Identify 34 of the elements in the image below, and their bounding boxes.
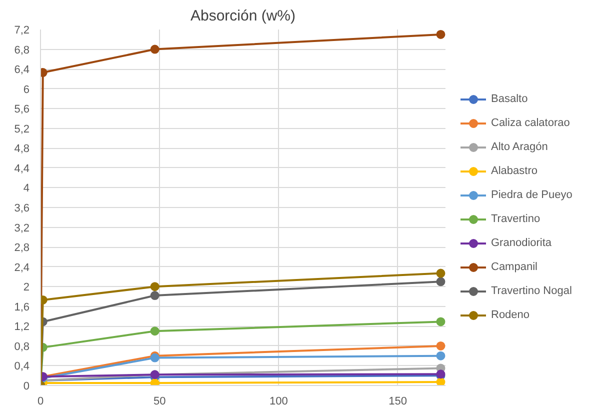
y-tick-label: 0,8: [14, 340, 30, 353]
y-tick-label: 2,4: [14, 262, 30, 274]
y-tick-label: 5,6: [14, 104, 30, 116]
y-tick-label: 6: [23, 84, 30, 96]
y-tick-label: 0: [23, 380, 30, 392]
legend-label: Travertino: [491, 213, 540, 225]
y-tick-label: 3,6: [14, 202, 30, 214]
y-tick-label: 4,4: [14, 162, 30, 175]
legend-label: Piedra de Pueyo: [491, 189, 572, 201]
legend-label: Alto Aragón: [491, 141, 548, 153]
legend-label: Alabastro: [491, 165, 538, 177]
x-tick-label: 50: [154, 396, 166, 408]
y-tick-label: 1,6: [14, 301, 30, 314]
x-tick-label: 100: [270, 396, 288, 408]
x-tick-label: 150: [388, 396, 408, 408]
y-tick-label: 7,2: [14, 24, 30, 36]
legend-label: Caliza calatorao: [491, 117, 570, 129]
legend-label: Rodeno: [491, 309, 530, 321]
legend-label: Basalto: [491, 93, 528, 105]
y-tick-label: 2,8: [14, 242, 30, 254]
y-tick-label: 6,8: [14, 44, 30, 56]
y-tick-label: 1,2: [14, 321, 30, 334]
y-tick-label: 6,4: [14, 64, 30, 76]
y-tick-label: 4: [23, 182, 30, 195]
chart-title: Absorción (w%): [190, 8, 296, 24]
legend-label: Granodiorita: [491, 237, 552, 249]
y-tick-label: 4,8: [14, 143, 30, 156]
y-tick-label: 2: [23, 282, 30, 294]
y-tick-label: 3,2: [14, 222, 30, 234]
x-tick-label: 0: [37, 396, 44, 408]
y-tick-label: 5,2: [14, 123, 30, 136]
legend-label: Campanil: [491, 261, 538, 273]
legend-label: Travertino Nogal: [491, 285, 572, 297]
y-tick-label: 0,4: [14, 360, 30, 373]
